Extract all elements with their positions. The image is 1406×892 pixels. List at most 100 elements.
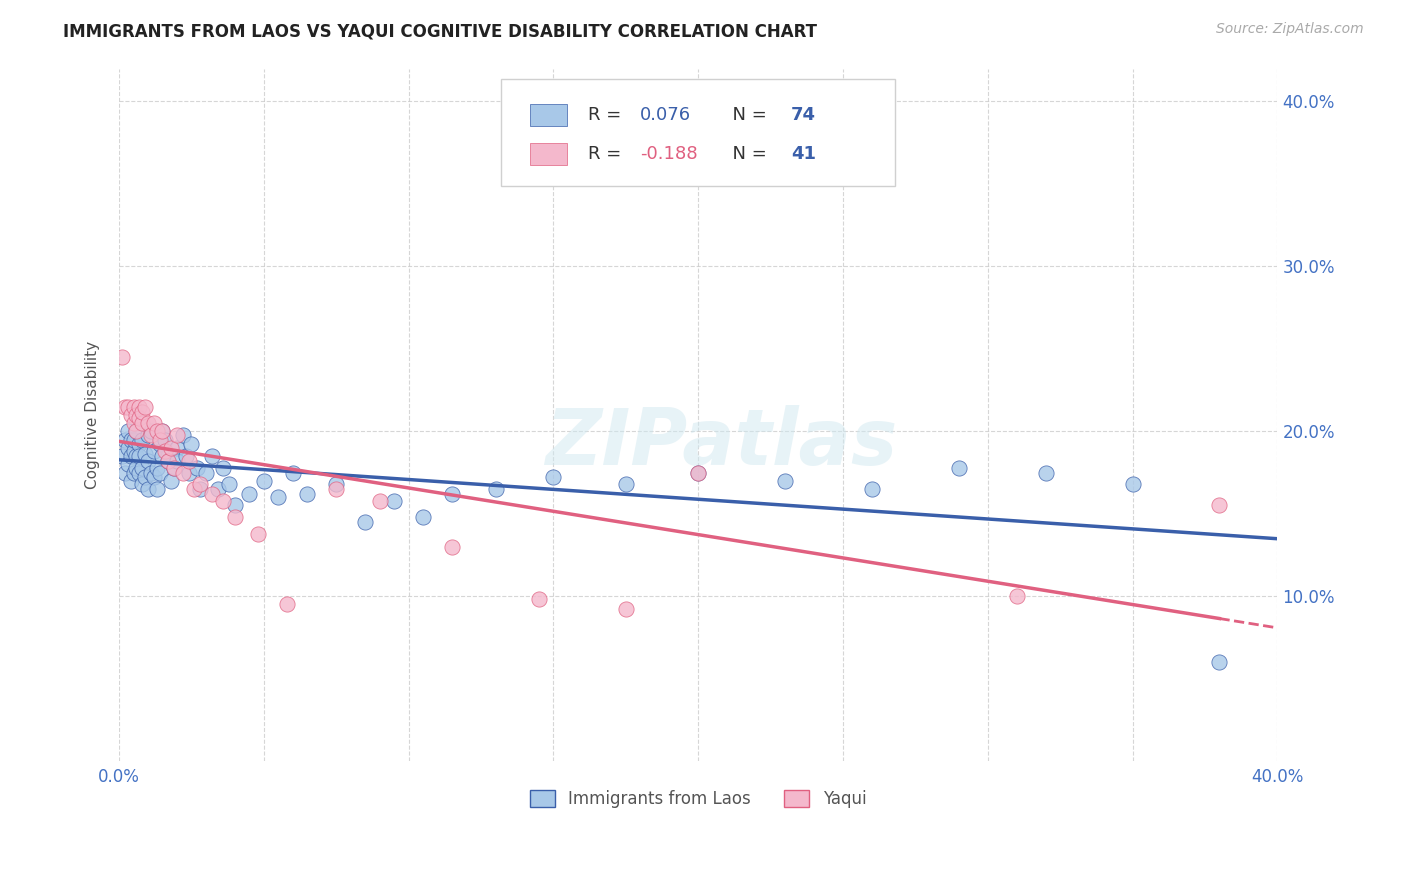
Point	[139, 425, 162, 439]
Point	[122, 433, 145, 447]
Point	[543, 470, 565, 484]
Point	[157, 454, 180, 468]
Point	[136, 454, 159, 468]
Point	[120, 449, 142, 463]
Point	[180, 437, 202, 451]
Point	[142, 470, 165, 484]
Point	[212, 493, 235, 508]
Point	[276, 598, 298, 612]
Point	[773, 474, 796, 488]
Point	[207, 482, 229, 496]
Point	[218, 477, 240, 491]
Point	[125, 408, 148, 422]
Point	[152, 449, 174, 463]
Point	[128, 400, 150, 414]
Point	[145, 425, 167, 439]
Point	[201, 487, 224, 501]
Text: ZIPatlas: ZIPatlas	[546, 404, 897, 481]
Point	[114, 433, 136, 447]
Point	[224, 499, 246, 513]
Point	[1208, 499, 1230, 513]
Point	[125, 425, 148, 439]
Point	[614, 477, 637, 491]
FancyBboxPatch shape	[502, 78, 896, 186]
Point	[125, 449, 148, 463]
Point	[160, 441, 183, 455]
Point	[120, 474, 142, 488]
Point	[484, 482, 506, 496]
Point	[354, 515, 377, 529]
Point	[441, 540, 464, 554]
Point	[224, 510, 246, 524]
Y-axis label: Cognitive Disability: Cognitive Disability	[86, 341, 100, 489]
Point	[212, 460, 235, 475]
Point	[382, 493, 405, 508]
Point	[238, 487, 260, 501]
Point	[149, 433, 172, 447]
Text: 41: 41	[792, 145, 815, 162]
Point	[145, 460, 167, 475]
Point	[174, 449, 197, 463]
Point	[131, 460, 153, 475]
Point	[131, 477, 153, 491]
Point	[155, 433, 177, 447]
Point	[614, 602, 637, 616]
Point	[188, 477, 211, 491]
Point	[155, 444, 177, 458]
Point	[253, 474, 276, 488]
Point	[114, 400, 136, 414]
Point	[1122, 477, 1144, 491]
Point	[122, 466, 145, 480]
Point	[128, 449, 150, 463]
Point	[122, 400, 145, 414]
Point	[117, 441, 139, 455]
Text: -0.188: -0.188	[640, 145, 697, 162]
Point	[131, 404, 153, 418]
Point	[128, 411, 150, 425]
Text: 74: 74	[792, 106, 815, 124]
Point	[297, 487, 319, 501]
Point	[948, 460, 970, 475]
Point	[172, 466, 194, 480]
Point	[860, 482, 883, 496]
Point	[122, 444, 145, 458]
Text: IMMIGRANTS FROM LAOS VS YAQUI COGNITIVE DISABILITY CORRELATION CHART: IMMIGRANTS FROM LAOS VS YAQUI COGNITIVE …	[63, 22, 817, 40]
Point	[117, 400, 139, 414]
Point	[172, 427, 194, 442]
Text: N =: N =	[721, 106, 773, 124]
Point	[163, 460, 186, 475]
Point	[131, 433, 153, 447]
Point	[441, 487, 464, 501]
Point	[157, 454, 180, 468]
Point	[325, 482, 347, 496]
Point	[201, 449, 224, 463]
Point	[188, 482, 211, 496]
Point	[145, 482, 167, 496]
Point	[149, 466, 172, 480]
Point	[152, 425, 174, 439]
Legend: Immigrants from Laos, Yaqui: Immigrants from Laos, Yaqui	[523, 783, 873, 815]
Point	[120, 433, 142, 447]
Point	[163, 460, 186, 475]
Point	[131, 416, 153, 430]
Point	[186, 460, 208, 475]
Point	[688, 466, 710, 480]
Text: R =: R =	[588, 106, 627, 124]
Point	[281, 466, 304, 480]
Point	[368, 493, 391, 508]
Point	[128, 437, 150, 451]
Point	[125, 425, 148, 439]
Point	[194, 466, 217, 480]
Point	[183, 482, 205, 496]
Text: R =: R =	[588, 145, 627, 162]
Point	[688, 466, 710, 480]
Point	[166, 427, 188, 442]
Point	[111, 350, 134, 364]
Point	[114, 466, 136, 480]
Point	[134, 400, 156, 414]
Point	[136, 427, 159, 442]
Text: N =: N =	[721, 145, 773, 162]
Point	[134, 470, 156, 484]
Point	[177, 454, 200, 468]
Point	[139, 466, 162, 480]
